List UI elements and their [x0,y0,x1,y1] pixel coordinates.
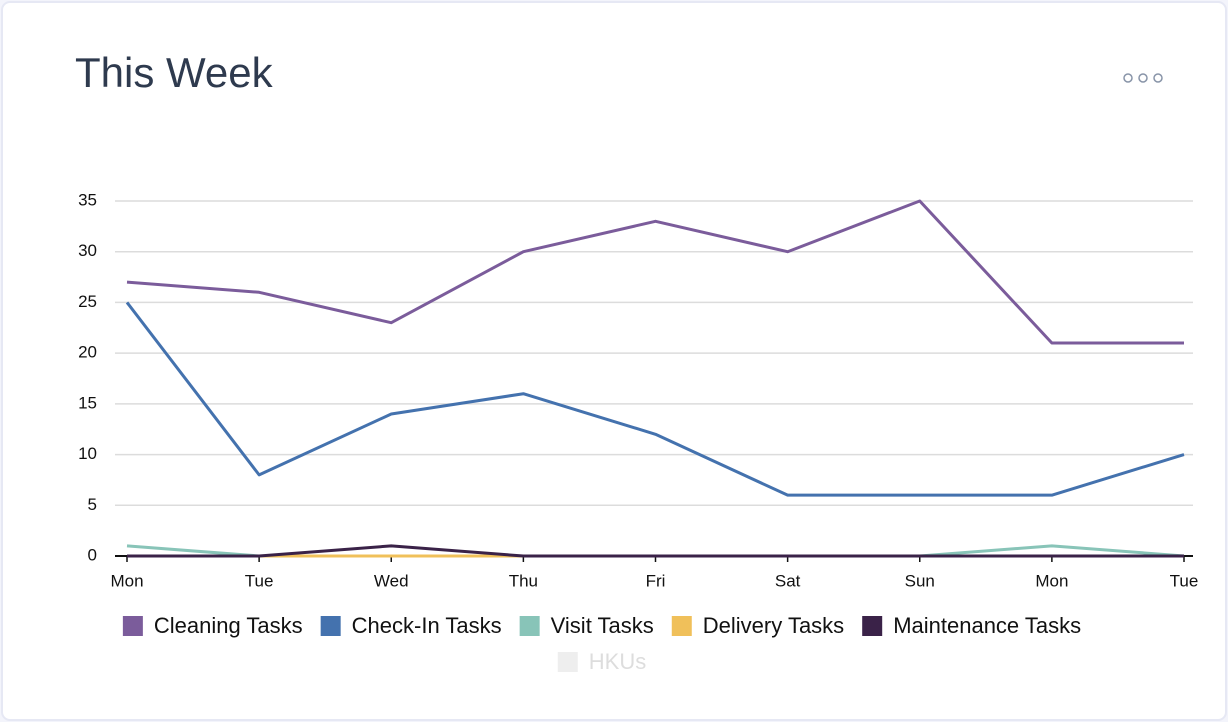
legend-label: Maintenance Tasks [893,613,1081,638]
legend-label: Delivery Tasks [703,613,844,638]
y-tick-label: 25 [78,292,97,311]
legend-label: Check-In Tasks [352,613,502,638]
x-tick-label: Sat [775,571,801,590]
legend-item[interactable]: Cleaning Tasks [122,613,303,638]
legend-swatch [122,616,143,636]
y-tick-label: 10 [78,444,97,463]
y-tick-label: 20 [78,343,97,362]
y-tick-label: 35 [78,190,97,209]
x-tick-label: Mon [1035,571,1068,590]
dot [1138,73,1148,83]
x-tick-label: Wed [374,571,409,590]
x-tick-label: Thu [509,571,538,590]
y-tick-label: 15 [78,393,97,412]
legend-swatch [320,616,341,636]
legend-label: Cleaning Tasks [154,613,303,638]
y-tick-label: 0 [88,545,97,564]
series-line [127,544,1184,558]
legend-label: HKUs [589,649,646,674]
legend-label: Visit Tasks [551,613,654,638]
more-menu[interactable] [1123,73,1163,83]
x-tick-label: Tue [245,571,274,590]
series-line [126,199,1184,345]
legend-item[interactable]: Maintenance Tasks [862,613,1081,638]
card-title: This Week [75,49,274,96]
x-tick-label: Fri [646,571,666,590]
dot [1153,73,1163,83]
x-tick-label: Mon [110,571,143,590]
legend-swatch [671,616,692,636]
x-tick-label: Tue [1170,571,1199,590]
legend-swatch [519,616,540,636]
series-line [125,301,1185,497]
legend-item[interactable]: Check-In Tasks [320,613,502,638]
legend-swatch [557,652,578,672]
x-tick-label: Sun [905,571,935,590]
y-tick-label: 30 [78,241,97,260]
legend-item[interactable]: HKUs [557,649,646,674]
legend-item[interactable]: Visit Tasks [519,613,654,638]
dot [1123,73,1133,83]
legend-swatch [862,616,883,636]
y-tick-label: 5 [88,495,97,514]
legend-item[interactable]: Delivery Tasks [671,613,844,638]
